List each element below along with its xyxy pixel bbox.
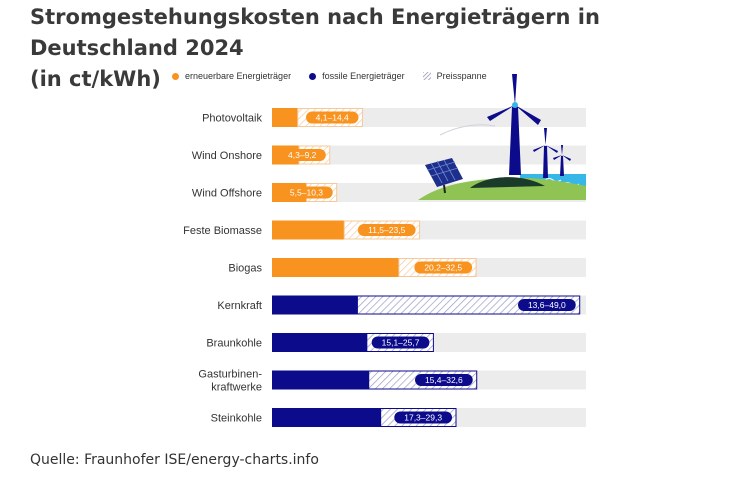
value-label-pill: [518, 299, 576, 311]
legend-label-range: Preisspanne: [436, 71, 487, 81]
value-label-pill: [371, 336, 430, 349]
value-label-pill: [306, 111, 359, 124]
value-label-pill: [415, 374, 473, 386]
bars-group: Photovoltaik 4,1–14,4 Wind Onshore 4,3–9,2 W…: [183, 108, 586, 427]
title-unit: (in ct/kWh): [30, 67, 161, 91]
bar-track: [272, 145, 586, 165]
value-label-pill: [394, 411, 453, 424]
value-label-pill: [357, 224, 416, 236]
title-line-1: Stromgestehungskosten nach Energieträger…: [30, 5, 600, 60]
category-label: Photovoltaik: [202, 113, 262, 125]
value-label-pill: [278, 149, 326, 161]
category-label: Steinkohle: [211, 413, 262, 425]
bar-min-segment: [272, 258, 399, 277]
value-label: 17,3–29,3: [404, 413, 442, 423]
legend-item-renewable: erneuerbare Energieträger: [172, 71, 291, 81]
value-label-pill: [414, 261, 473, 274]
bar-min-segment: [272, 295, 358, 315]
value-label: 20,2–32,5: [424, 263, 462, 273]
legend-label-renewable: erneuerbare Energieträger: [185, 71, 292, 81]
bar-min-segment: [272, 333, 367, 352]
bar-min-segment: [272, 108, 298, 127]
category-label: Feste Biomasse: [183, 225, 262, 237]
category-label: Biogas: [228, 263, 262, 275]
landscape-illustration: [418, 74, 586, 200]
bar-min-segment: [272, 408, 381, 427]
green-hill-shape: [418, 178, 586, 200]
value-label: 4,1–14,4: [316, 113, 349, 123]
legend: erneuerbare Energieträger fossile Energi…: [172, 71, 505, 81]
legend-item-fossil: fossile Energieträger: [309, 71, 405, 81]
category-label: Gasturbinen-kraftwerke: [198, 369, 262, 394]
source-note: Quelle: Fraunhofer ISE/energy-charts.inf…: [30, 452, 319, 468]
category-label: Wind Offshore: [192, 188, 262, 200]
legend-item-range: Preisspanne: [422, 71, 487, 81]
bar-min-segment: [272, 370, 369, 390]
value-label: 4,3–9,2: [288, 150, 317, 160]
wind-turbine-icon: [487, 74, 541, 175]
category-label: Braunkohle: [206, 338, 262, 350]
category-label: Kernkraft: [217, 300, 262, 312]
chart-title: Stromgestehungskosten nach Energieträger…: [30, 2, 730, 95]
legend-swatch-fossil: [309, 72, 317, 80]
value-label: 5,5–10,3: [290, 188, 323, 198]
wind-turbine-small-icon: [533, 128, 558, 178]
wind-swoosh-icon: [439, 124, 496, 136]
value-label: 15,4–32,6: [425, 375, 463, 385]
solar-panel-icon: [425, 158, 463, 194]
value-label: 15,1–25,7: [382, 338, 420, 348]
dark-hill-shape: [470, 177, 545, 188]
category-label: Wind Onshore: [192, 150, 262, 162]
legend-swatch-renewable: [172, 72, 179, 80]
bar-min-segment: [272, 220, 345, 240]
legend-label-fossil: fossile Energieträger: [322, 71, 405, 81]
value-label: 11,5–23,5: [368, 225, 405, 235]
wind-turbine-small-icon: [553, 145, 571, 176]
value-label: 13,6–49,0: [528, 300, 566, 310]
value-label-pill: [280, 186, 333, 199]
legend-swatch-range: [422, 72, 431, 80]
